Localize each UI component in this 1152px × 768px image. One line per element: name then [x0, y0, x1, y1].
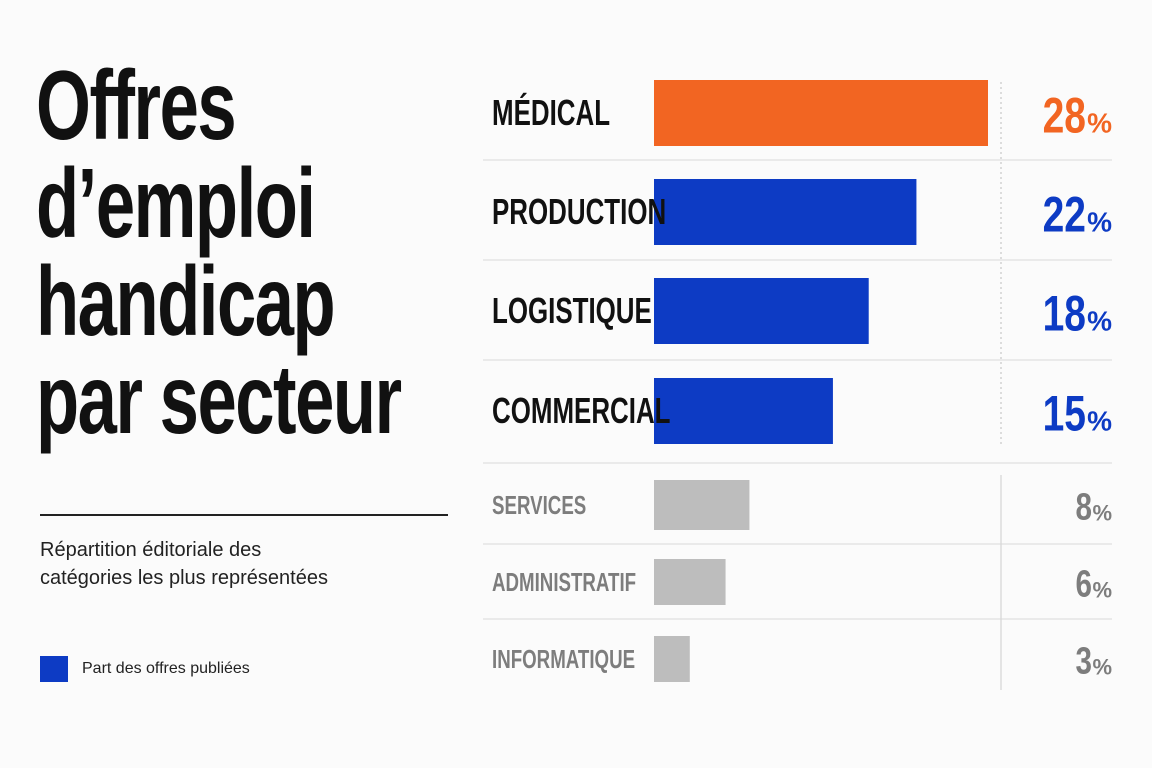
title-line: d’emploi	[36, 148, 316, 258]
category-label: COMMERCIAL	[492, 391, 671, 431]
legend-swatch	[40, 656, 68, 682]
subtitle-line: Répartition éditoriale des	[40, 539, 262, 561]
value-label: 6	[1076, 563, 1092, 605]
title-line: handicap	[36, 246, 336, 356]
value-unit: %	[1092, 501, 1112, 526]
value-label: 28	[1043, 87, 1086, 144]
value-unit: %	[1087, 108, 1112, 139]
legend-label: Part des offres publiées	[82, 660, 250, 677]
category-label: SERVICES	[492, 490, 586, 520]
category-label: INFORMATIQUE	[492, 644, 635, 674]
value-unit: %	[1087, 306, 1112, 337]
title-line: Offres	[36, 50, 237, 160]
bar	[654, 480, 750, 530]
title-divider	[40, 514, 448, 516]
category-label: LOGISTIQUE	[492, 291, 652, 331]
value-label: 8	[1076, 486, 1092, 528]
value-unit: %	[1087, 406, 1112, 437]
bar	[654, 378, 833, 444]
bar	[654, 559, 726, 605]
value-label: 22	[1043, 186, 1086, 243]
category-label: MÉDICAL	[492, 93, 610, 133]
value-label: 15	[1043, 385, 1086, 442]
bar	[654, 636, 690, 682]
category-label: ADMINISTRATIF	[492, 567, 636, 597]
bar	[654, 179, 917, 245]
value-unit: %	[1087, 207, 1112, 238]
bar	[654, 80, 988, 146]
chart-subtitle: Répartition éditoriale des catégories le…	[40, 536, 440, 592]
bar	[654, 278, 869, 344]
value-unit: %	[1092, 655, 1112, 680]
value-label: 18	[1043, 285, 1086, 342]
value-unit: %	[1092, 578, 1112, 603]
subtitle-line: catégories les plus représentées	[40, 567, 328, 589]
category-label: PRODUCTION	[492, 192, 666, 232]
value-label: 3	[1076, 640, 1092, 682]
chart-legend: Part des offres publiées	[40, 655, 250, 683]
